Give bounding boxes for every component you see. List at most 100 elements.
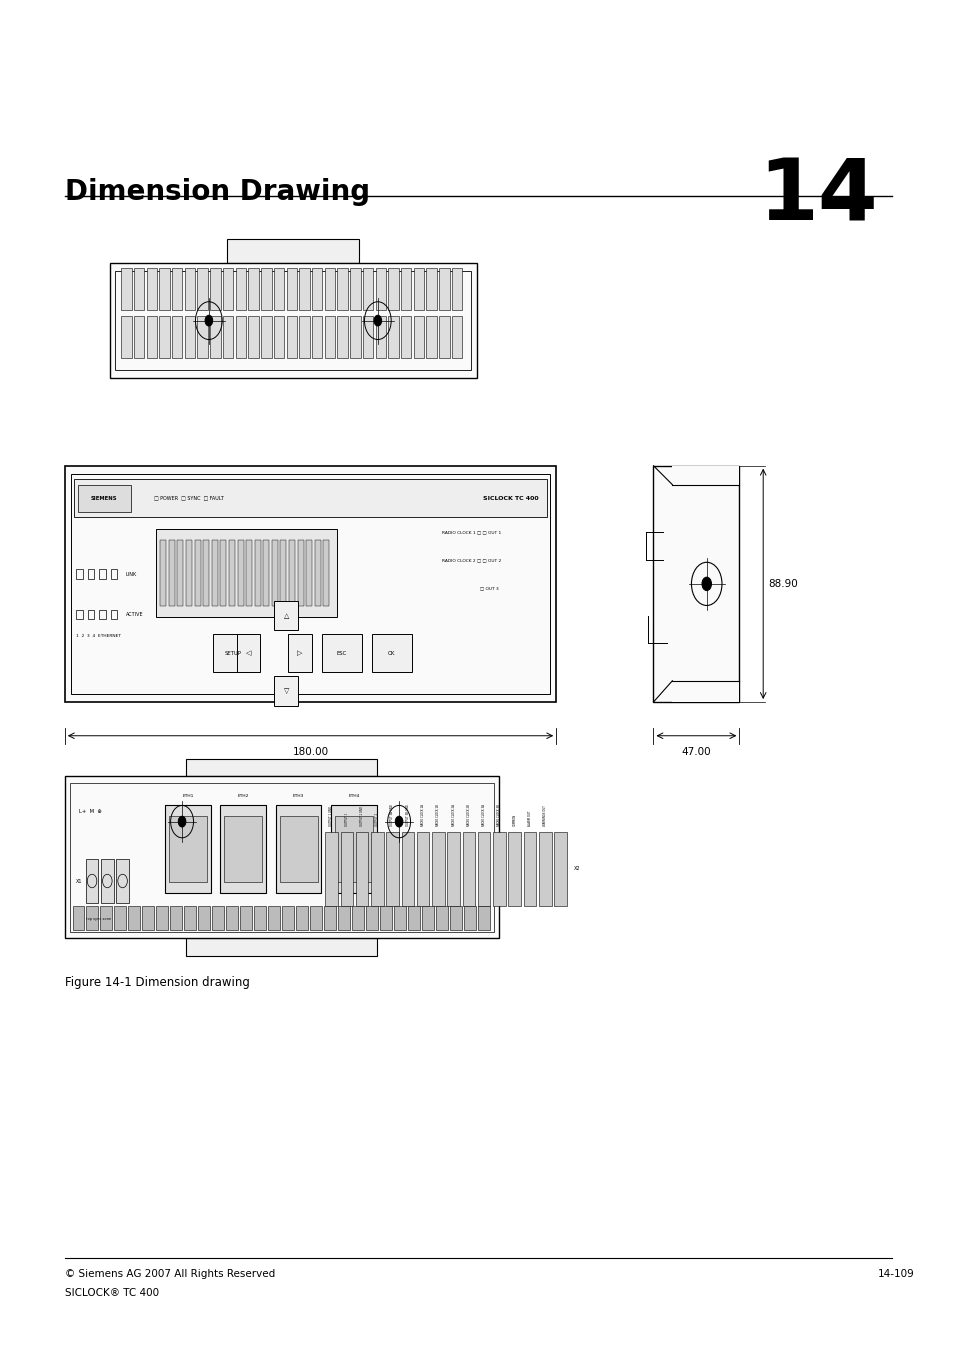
Circle shape: [395, 817, 402, 828]
Bar: [299, 316, 310, 358]
Text: 47.00: 47.00: [680, 747, 711, 756]
Bar: [366, 906, 377, 930]
Text: SIEMENS: SIEMENS: [91, 495, 117, 501]
Bar: [653, 466, 739, 702]
Bar: [289, 540, 294, 606]
Bar: [477, 832, 490, 906]
Bar: [477, 906, 489, 930]
Bar: [380, 906, 392, 930]
Bar: [248, 316, 258, 358]
Bar: [111, 610, 117, 620]
Bar: [171, 906, 182, 930]
Text: OK: OK: [388, 651, 395, 656]
Bar: [350, 269, 360, 309]
Bar: [388, 316, 398, 358]
Bar: [350, 316, 360, 358]
Bar: [523, 832, 536, 906]
Text: 14: 14: [757, 155, 877, 238]
Bar: [147, 316, 157, 358]
Bar: [282, 906, 294, 930]
Text: COMMON: COMMON: [512, 814, 516, 826]
Bar: [223, 316, 233, 358]
Text: RADIO CLOCK 2A: RADIO CLOCK 2A: [451, 805, 455, 826]
Bar: [169, 540, 174, 606]
Bar: [274, 601, 297, 630]
Text: ETH3: ETH3: [293, 794, 304, 798]
Bar: [286, 269, 296, 309]
Bar: [462, 832, 475, 906]
Text: □ POWER  □ SYNC  □ FAULT: □ POWER □ SYNC □ FAULT: [153, 495, 224, 501]
Bar: [220, 805, 266, 892]
Bar: [172, 316, 182, 358]
Text: RADIO CLOCK 1A: RADIO CLOCK 1A: [420, 805, 424, 826]
Bar: [186, 540, 192, 606]
Bar: [224, 815, 262, 882]
Text: RADIO CLOCK 3B: RADIO CLOCK 3B: [497, 805, 500, 826]
Bar: [312, 316, 322, 358]
Bar: [248, 269, 258, 309]
Bar: [88, 610, 94, 620]
Bar: [76, 570, 83, 579]
Text: top sync zone: top sync zone: [86, 917, 111, 921]
Bar: [452, 316, 462, 358]
Bar: [331, 805, 376, 892]
Text: 180.00: 180.00: [293, 747, 328, 756]
Bar: [121, 316, 132, 358]
Bar: [261, 316, 272, 358]
Text: RADIO CLOCK 1 □ □ OUT 1: RADIO CLOCK 1 □ □ OUT 1: [441, 531, 500, 533]
Bar: [493, 832, 505, 906]
Bar: [159, 269, 170, 309]
Bar: [672, 680, 739, 702]
Bar: [155, 529, 336, 617]
Text: SICLOCK® TC 400: SICLOCK® TC 400: [65, 1288, 159, 1297]
Bar: [72, 906, 84, 930]
Bar: [227, 239, 359, 263]
Text: △: △: [283, 613, 289, 618]
Text: X2: X2: [574, 867, 580, 871]
Bar: [185, 269, 195, 309]
Bar: [375, 316, 386, 358]
Bar: [672, 466, 739, 485]
Bar: [133, 316, 144, 358]
Bar: [338, 906, 350, 930]
Bar: [355, 832, 368, 906]
Bar: [362, 269, 373, 309]
Bar: [65, 776, 498, 938]
Text: ACTIVE: ACTIVE: [126, 612, 143, 617]
Bar: [272, 540, 277, 606]
Bar: [337, 316, 348, 358]
Text: RADIO CLOCK 2 □ □ OUT 2: RADIO CLOCK 2 □ □ OUT 2: [441, 559, 500, 562]
Bar: [101, 860, 113, 903]
Bar: [337, 269, 348, 309]
Text: RADIO CLOCK 1B: RADIO CLOCK 1B: [436, 805, 439, 826]
Bar: [352, 906, 363, 930]
Text: © Siemens AG 2007 All Rights Reserved: © Siemens AG 2007 All Rights Reserved: [65, 1269, 274, 1278]
Text: ◁: ◁: [246, 651, 251, 656]
Text: ETH4: ETH4: [348, 794, 359, 798]
Bar: [121, 269, 132, 309]
Bar: [177, 540, 183, 606]
Bar: [156, 906, 168, 930]
Bar: [286, 316, 296, 358]
Bar: [70, 783, 494, 932]
Bar: [254, 906, 266, 930]
Bar: [422, 906, 434, 930]
Bar: [65, 466, 556, 702]
Bar: [78, 485, 131, 512]
Bar: [142, 906, 153, 930]
Bar: [236, 634, 260, 672]
Bar: [169, 815, 207, 882]
Bar: [438, 269, 449, 309]
Bar: [275, 805, 321, 892]
Bar: [223, 269, 233, 309]
Bar: [111, 570, 117, 579]
Bar: [416, 832, 429, 906]
Bar: [133, 269, 144, 309]
Text: Dimension Drawing: Dimension Drawing: [65, 178, 370, 207]
Bar: [297, 540, 303, 606]
Text: SICLOCK TC 400: SICLOCK TC 400: [483, 495, 538, 501]
Bar: [71, 474, 550, 694]
Text: OUTPUT 3B GND: OUTPUT 3B GND: [405, 805, 409, 826]
Bar: [371, 832, 383, 906]
Bar: [159, 316, 170, 358]
